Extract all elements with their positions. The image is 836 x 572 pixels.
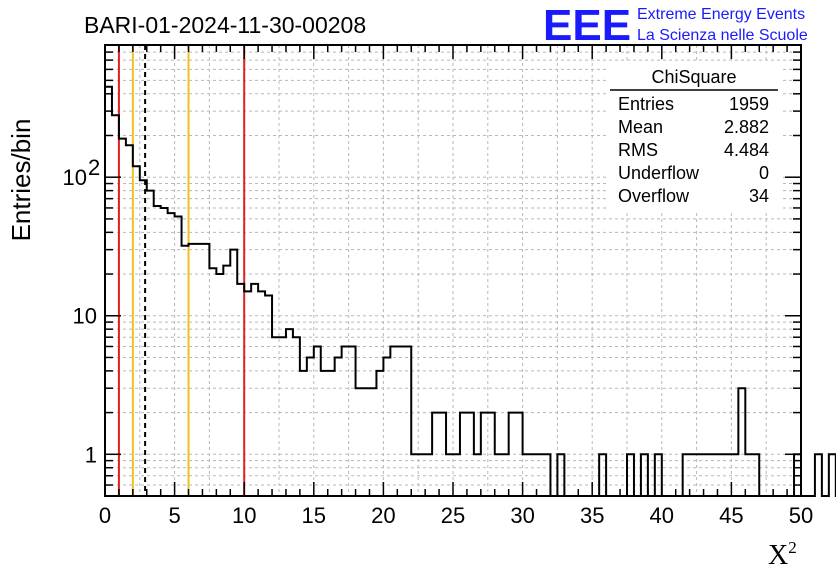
stats-row-label: Mean (618, 117, 663, 137)
chart-title: BARI-01-2024-11-30-00208 (84, 12, 366, 38)
logo-line-2: La Scienza nelle Scuole (637, 27, 808, 44)
x-tick-label: 35 (580, 503, 604, 528)
reference-lines (117, 45, 246, 496)
y-tick-label: 10 (73, 304, 97, 329)
stats-row-label: Entries (618, 94, 674, 114)
x-tick-labels: 0 5 10 15 20 25 30 35 40 45 50 (99, 503, 813, 528)
plot-frame (104, 44, 802, 497)
stats-row-value: 1959 (729, 94, 769, 114)
x-tick-label: 10 (232, 503, 256, 528)
stats-rows: Entries 1959 Mean 2.882 RMS 4.484 Underflow 0 Ov… (618, 94, 769, 206)
stats-row-label: Overflow (618, 186, 690, 206)
eee-logo: EEE Extreme Energy Events La Scienza nel… (543, 1, 808, 50)
stats-row-value: 4.484 (724, 140, 769, 160)
x-tick-label: 25 (441, 503, 465, 528)
x-tick-label: 15 (302, 503, 326, 528)
x-tick-label: 20 (371, 503, 395, 528)
x-axis-label: X2 (768, 538, 797, 571)
x-tick-label: 0 (99, 503, 111, 528)
y-tick-label: 1 (85, 442, 97, 467)
x-tick-label: 45 (719, 503, 743, 528)
x-axis-label-base: X (768, 540, 788, 571)
stats-row-value: 34 (749, 186, 769, 206)
x-axis-label-sup: 2 (788, 538, 797, 557)
axis-ticks (104, 45, 802, 496)
stats-row-label: Underflow (618, 163, 700, 183)
x-tick-label: 50 (789, 503, 813, 528)
stats-box: ChiSquare Entries 1959 Mean 2.882 RMS 4.484 Un… (608, 62, 780, 210)
stats-row-value: 0 (759, 163, 769, 183)
logo-line-1: Extreme Energy Events (637, 6, 805, 23)
y-axis-label: Entries/bin (6, 119, 36, 242)
stats-row-label: RMS (618, 140, 658, 160)
logo-mark: EEE (543, 1, 631, 50)
stats-box-title: ChiSquare (651, 67, 736, 87)
x-tick-label: 30 (510, 503, 534, 528)
stats-row-value: 2.882 (724, 117, 769, 137)
y-tick-label: 10 (63, 165, 87, 190)
grid-lines (105, 45, 801, 496)
y-tick-label-sup: 2 (88, 155, 100, 180)
histogram-series (105, 85, 836, 497)
stats-box-background (608, 62, 780, 210)
x-tick-label: 5 (168, 503, 180, 528)
x-tick-label: 40 (650, 503, 674, 528)
